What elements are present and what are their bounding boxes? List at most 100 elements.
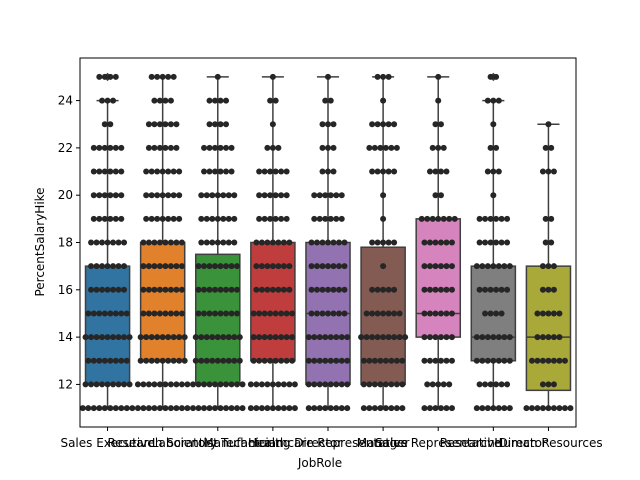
swarm-point [264, 263, 271, 270]
swarm-point [159, 357, 166, 364]
swarm-point [143, 215, 150, 222]
swarm-point [206, 121, 213, 128]
swarm-point [316, 334, 323, 341]
swarm-point [99, 334, 106, 341]
swarm-point [391, 121, 398, 128]
swarm-point [482, 286, 489, 293]
swarm-point [228, 381, 235, 388]
swarm-point [330, 121, 337, 128]
swarm-point [223, 97, 230, 104]
swarm-point [380, 263, 387, 270]
y-tick-label: 14 [58, 330, 73, 344]
swarm-point [369, 286, 376, 293]
swarm-point [283, 215, 290, 222]
swarm-point [473, 263, 480, 270]
swarm-point [286, 405, 293, 412]
swarm-point [358, 334, 365, 341]
swarm-point [223, 405, 230, 412]
swarm-point [115, 239, 122, 246]
swarm-point [156, 144, 163, 151]
swarm-point [96, 357, 103, 364]
swarm-point [374, 239, 381, 246]
swarm-point [190, 381, 197, 388]
swarm-point [493, 286, 500, 293]
swarm-point [316, 381, 323, 388]
swarm-point [330, 144, 337, 151]
swarm-point [473, 405, 480, 412]
swarm-point [99, 286, 106, 293]
swarm-point [371, 357, 378, 364]
swarm-point [256, 215, 263, 222]
swarm-point [206, 286, 213, 293]
swarm-point [327, 334, 334, 341]
swarm-point [206, 310, 213, 317]
swarm-point [228, 405, 235, 412]
swarm-point [225, 357, 232, 364]
swarm-point [385, 286, 392, 293]
swarm-point [333, 405, 340, 412]
swarm-point [269, 121, 276, 128]
swarm-point [165, 73, 172, 80]
swarm-point [487, 310, 494, 317]
swarm-point [426, 405, 433, 412]
swarm-point [341, 239, 348, 246]
swarm-point [203, 357, 210, 364]
swarm-point [272, 215, 279, 222]
swarm-point [286, 239, 293, 246]
swarm-point [272, 168, 279, 175]
swarm-point [234, 286, 241, 293]
swarm-point [493, 310, 500, 317]
swarm-point [151, 405, 158, 412]
swarm-point [195, 263, 202, 270]
swarm-point [556, 357, 563, 364]
swarm-point [322, 381, 329, 388]
swarm-point [272, 192, 279, 199]
swarm-point [380, 334, 387, 341]
swarm-point [123, 405, 130, 412]
swarm-point [173, 286, 180, 293]
swarm-point [236, 334, 243, 341]
swarm-point [159, 192, 166, 199]
swarm-point [118, 192, 125, 199]
swarm-point [165, 192, 172, 199]
swarm-point [275, 405, 282, 412]
swarm-point [209, 334, 216, 341]
swarm-point [473, 357, 480, 364]
swarm-point [223, 168, 230, 175]
swarm-point [275, 144, 282, 151]
swarm-group-5 [305, 73, 351, 412]
swarm-point [561, 357, 568, 364]
swarm-point [396, 334, 403, 341]
swarm-point [151, 121, 158, 128]
swarm-point [93, 381, 100, 388]
swarm-point [104, 263, 111, 270]
swarm-point [236, 357, 243, 364]
swarm-point [88, 239, 95, 246]
swarm-point [115, 286, 122, 293]
swarm-point [490, 357, 497, 364]
swarm-point [261, 215, 268, 222]
swarm-point [228, 310, 235, 317]
swarm-point [490, 192, 497, 199]
swarm-point [220, 192, 227, 199]
swarm-point [178, 239, 185, 246]
swarm-point [217, 121, 224, 128]
swarm-point [338, 405, 345, 412]
swarm-point [286, 263, 293, 270]
swarm-point [165, 215, 172, 222]
swarm-point [289, 310, 296, 317]
swarm-point [151, 263, 158, 270]
swarm-point [380, 168, 387, 175]
swarm-point [173, 121, 180, 128]
swarm-point [360, 381, 367, 388]
swarm-point [228, 286, 235, 293]
swarm-point [545, 263, 552, 270]
swarm-point [325, 121, 331, 128]
swarm-point [212, 381, 219, 388]
swarm-point [319, 310, 326, 317]
swarm-point [391, 286, 398, 293]
swarm-point [421, 263, 428, 270]
swarm-point [426, 310, 433, 317]
swarm-point [377, 405, 384, 412]
swarm-point [545, 121, 552, 128]
